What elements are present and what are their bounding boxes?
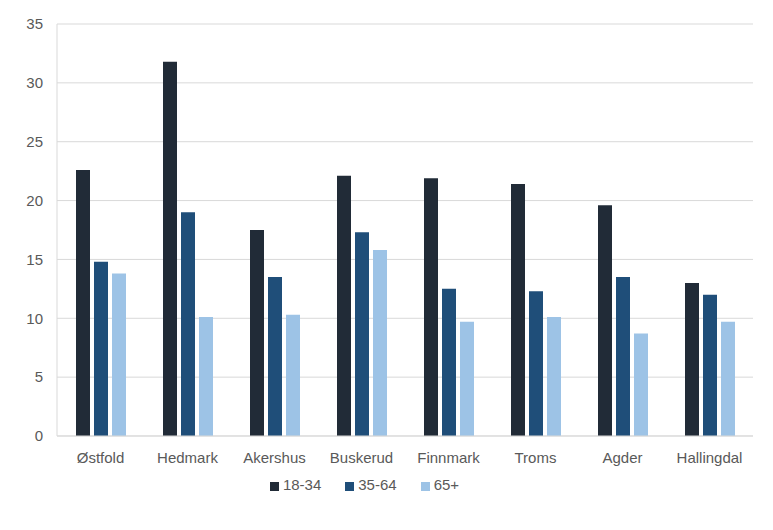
- svg-text:Troms: Troms: [515, 449, 557, 466]
- html-text:65+: 65+: [433, 476, 460, 493]
- svg-text:Østfold: Østfold: [77, 449, 125, 466]
- svg-text:10: 10: [26, 310, 43, 327]
- svg-text:5: 5: [35, 368, 43, 385]
- svg-text:20: 20: [26, 192, 43, 209]
- svg-text:Agder: Agder: [602, 449, 642, 466]
- svg-text:Hedmark: Hedmark: [157, 449, 218, 466]
- svg-text:15: 15: [26, 251, 43, 268]
- svg-text:35: 35: [26, 15, 43, 32]
- svg-text:25: 25: [26, 133, 43, 150]
- html-text:18-34: 18-34: [282, 476, 322, 493]
- svg-text:Finnmark: Finnmark: [417, 449, 480, 466]
- html-text:35-64: 35-64: [358, 476, 397, 493]
- svg-text:30: 30: [26, 74, 43, 91]
- svg-text:0: 0: [35, 427, 43, 444]
- svg-text:Buskerud: Buskerud: [330, 449, 393, 466]
- svg-text:Hallingdal: Hallingdal: [677, 449, 743, 466]
- svg-text:Akershus: Akershus: [243, 449, 306, 466]
